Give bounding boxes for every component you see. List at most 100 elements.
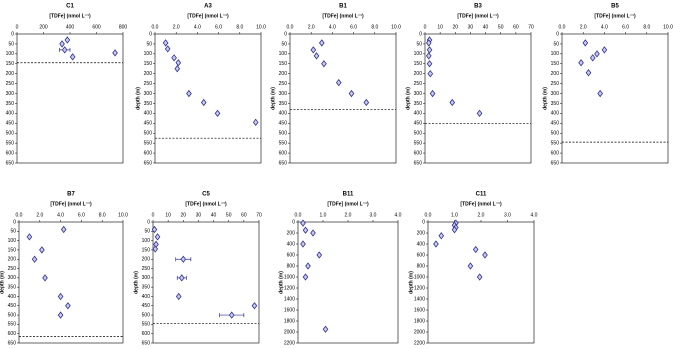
data-point xyxy=(589,54,596,62)
y-tick-label: 200 xyxy=(142,257,151,263)
x-tick-label: 50 xyxy=(498,24,504,30)
x-tick-label: 0.0 xyxy=(295,212,302,218)
y-tick-label: 100 xyxy=(279,51,288,57)
panel: B1 [TDFe] (nmol L⁻¹) depth (m) 0.0 2.0 4.0 6.0… xyxy=(270,4,401,167)
y-tick-label: 0 xyxy=(284,31,287,37)
data-point xyxy=(310,229,316,237)
panel-title: B11 xyxy=(343,192,354,198)
x-tick-label: 10.0 xyxy=(118,212,128,218)
y-tick-label: 550 xyxy=(414,140,423,146)
data-point xyxy=(65,302,71,310)
data-point xyxy=(251,302,258,310)
y-tick-label: 250 xyxy=(144,81,153,87)
y-tick-label: 1400 xyxy=(284,296,295,302)
data-point xyxy=(39,246,45,254)
x-tick-label: 1.0 xyxy=(320,212,327,218)
y-tick-label: 0 xyxy=(556,31,559,37)
y-tick-label: 2000 xyxy=(284,329,295,335)
x-tick-label: 0 xyxy=(424,24,427,30)
y-tick-label: 500 xyxy=(279,131,288,137)
x-tick-label: 2.0 xyxy=(345,212,352,218)
y-tick-label: 550 xyxy=(551,140,560,146)
data-point xyxy=(310,46,317,54)
x-tick-label: 0 xyxy=(152,212,155,218)
y-tick-label: 600 xyxy=(414,150,423,156)
y-tick-label: 600 xyxy=(142,331,151,337)
x-tick-label: 0.0 xyxy=(16,212,23,218)
data-point xyxy=(59,40,65,48)
x-tick-label: 10 xyxy=(165,212,171,218)
y-tick-label: 450 xyxy=(144,121,153,127)
y-tick-label: 500 xyxy=(8,312,17,318)
y-tick-label: 100 xyxy=(8,238,17,244)
y-tick-label: 450 xyxy=(8,303,17,309)
x-tick-label: 200 xyxy=(39,24,48,30)
y-tick-label: 500 xyxy=(142,312,151,318)
x-tick-label: 50 xyxy=(226,212,232,218)
y-tick-label: 600 xyxy=(551,150,560,156)
data-point xyxy=(467,262,474,270)
x-tick-label: 0 xyxy=(16,24,19,30)
data-point xyxy=(582,39,589,47)
x-tick-label: 2.0 xyxy=(580,24,587,30)
panel-title: B1 xyxy=(339,4,347,10)
y-tick-label: 800 xyxy=(287,263,296,269)
y-tick-label: 0 xyxy=(11,31,14,37)
x-tick-label: 2.0 xyxy=(478,212,485,218)
y-tick-label: 200 xyxy=(6,71,15,77)
y-tick-label: 300 xyxy=(414,91,423,97)
data-point xyxy=(335,78,342,87)
x-tick-label: 8.0 xyxy=(371,24,378,30)
y-axis-label: depth (m) xyxy=(270,87,276,110)
y-tick-label: 1200 xyxy=(284,285,295,291)
data-point xyxy=(26,233,33,241)
data-point xyxy=(472,245,479,254)
data-point xyxy=(313,52,320,60)
y-tick-label: 100 xyxy=(551,51,560,57)
y-tick-label: 300 xyxy=(279,91,288,97)
data-point xyxy=(174,65,181,73)
x-tick-label: 400 xyxy=(66,24,75,30)
y-tick-label: 1000 xyxy=(284,274,295,280)
x-tick-label: 8.0 xyxy=(99,212,106,218)
data-point xyxy=(214,109,221,118)
y-tick-label: 400 xyxy=(6,111,15,117)
x-tick-label: 800 xyxy=(119,24,128,30)
data-point xyxy=(60,225,67,234)
panel-title: C5 xyxy=(202,192,210,198)
y-tick-label: 50 xyxy=(553,41,559,47)
y-tick-label: 100 xyxy=(144,51,153,57)
x-tick-label: 6.0 xyxy=(350,24,357,30)
x-tick-label: 20 xyxy=(453,24,459,30)
y-tick-label: 600 xyxy=(8,331,17,337)
x-tick-label: 4.0 xyxy=(395,212,402,218)
x-tick-label: 8.0 xyxy=(236,24,243,30)
x-tick-label: 0.0 xyxy=(425,212,432,218)
x-axis-label: [TDFe] (nmol L⁻¹) xyxy=(322,13,364,19)
data-point xyxy=(429,89,436,98)
panel: B11 [TDFe] (nmol L⁻¹) depth (m) 0.0 1.0 2.0 3.… xyxy=(278,192,401,347)
x-tick-label: 2.0 xyxy=(36,212,43,218)
x-tick-label: 40 xyxy=(211,212,217,218)
y-tick-label: 450 xyxy=(414,121,423,127)
data-point xyxy=(175,292,182,301)
y-tick-label: 1800 xyxy=(284,318,295,324)
panel: C11 [TDFe] (nmol L⁻¹) depth (m) 0.0 1.0 2.0 3.… xyxy=(408,192,537,347)
data-point xyxy=(348,89,355,98)
data-point xyxy=(426,60,433,68)
data-point xyxy=(31,255,38,263)
y-tick-label: 0 xyxy=(149,31,152,37)
x-tick-label: 40 xyxy=(483,24,489,30)
y-tick-label: 50 xyxy=(8,41,14,47)
x-tick-label: 10.0 xyxy=(256,24,266,30)
y-tick-label: 350 xyxy=(414,101,423,107)
data-point xyxy=(601,46,608,54)
y-tick-label: 650 xyxy=(6,160,15,166)
y-tick-label: 200 xyxy=(279,71,288,77)
y-tick-label: 150 xyxy=(414,61,423,67)
y-tick-label: 0 xyxy=(13,219,16,225)
y-tick-label: 400 xyxy=(551,111,560,117)
y-tick-label: 250 xyxy=(414,81,423,87)
panel-title: C11 xyxy=(476,192,487,198)
